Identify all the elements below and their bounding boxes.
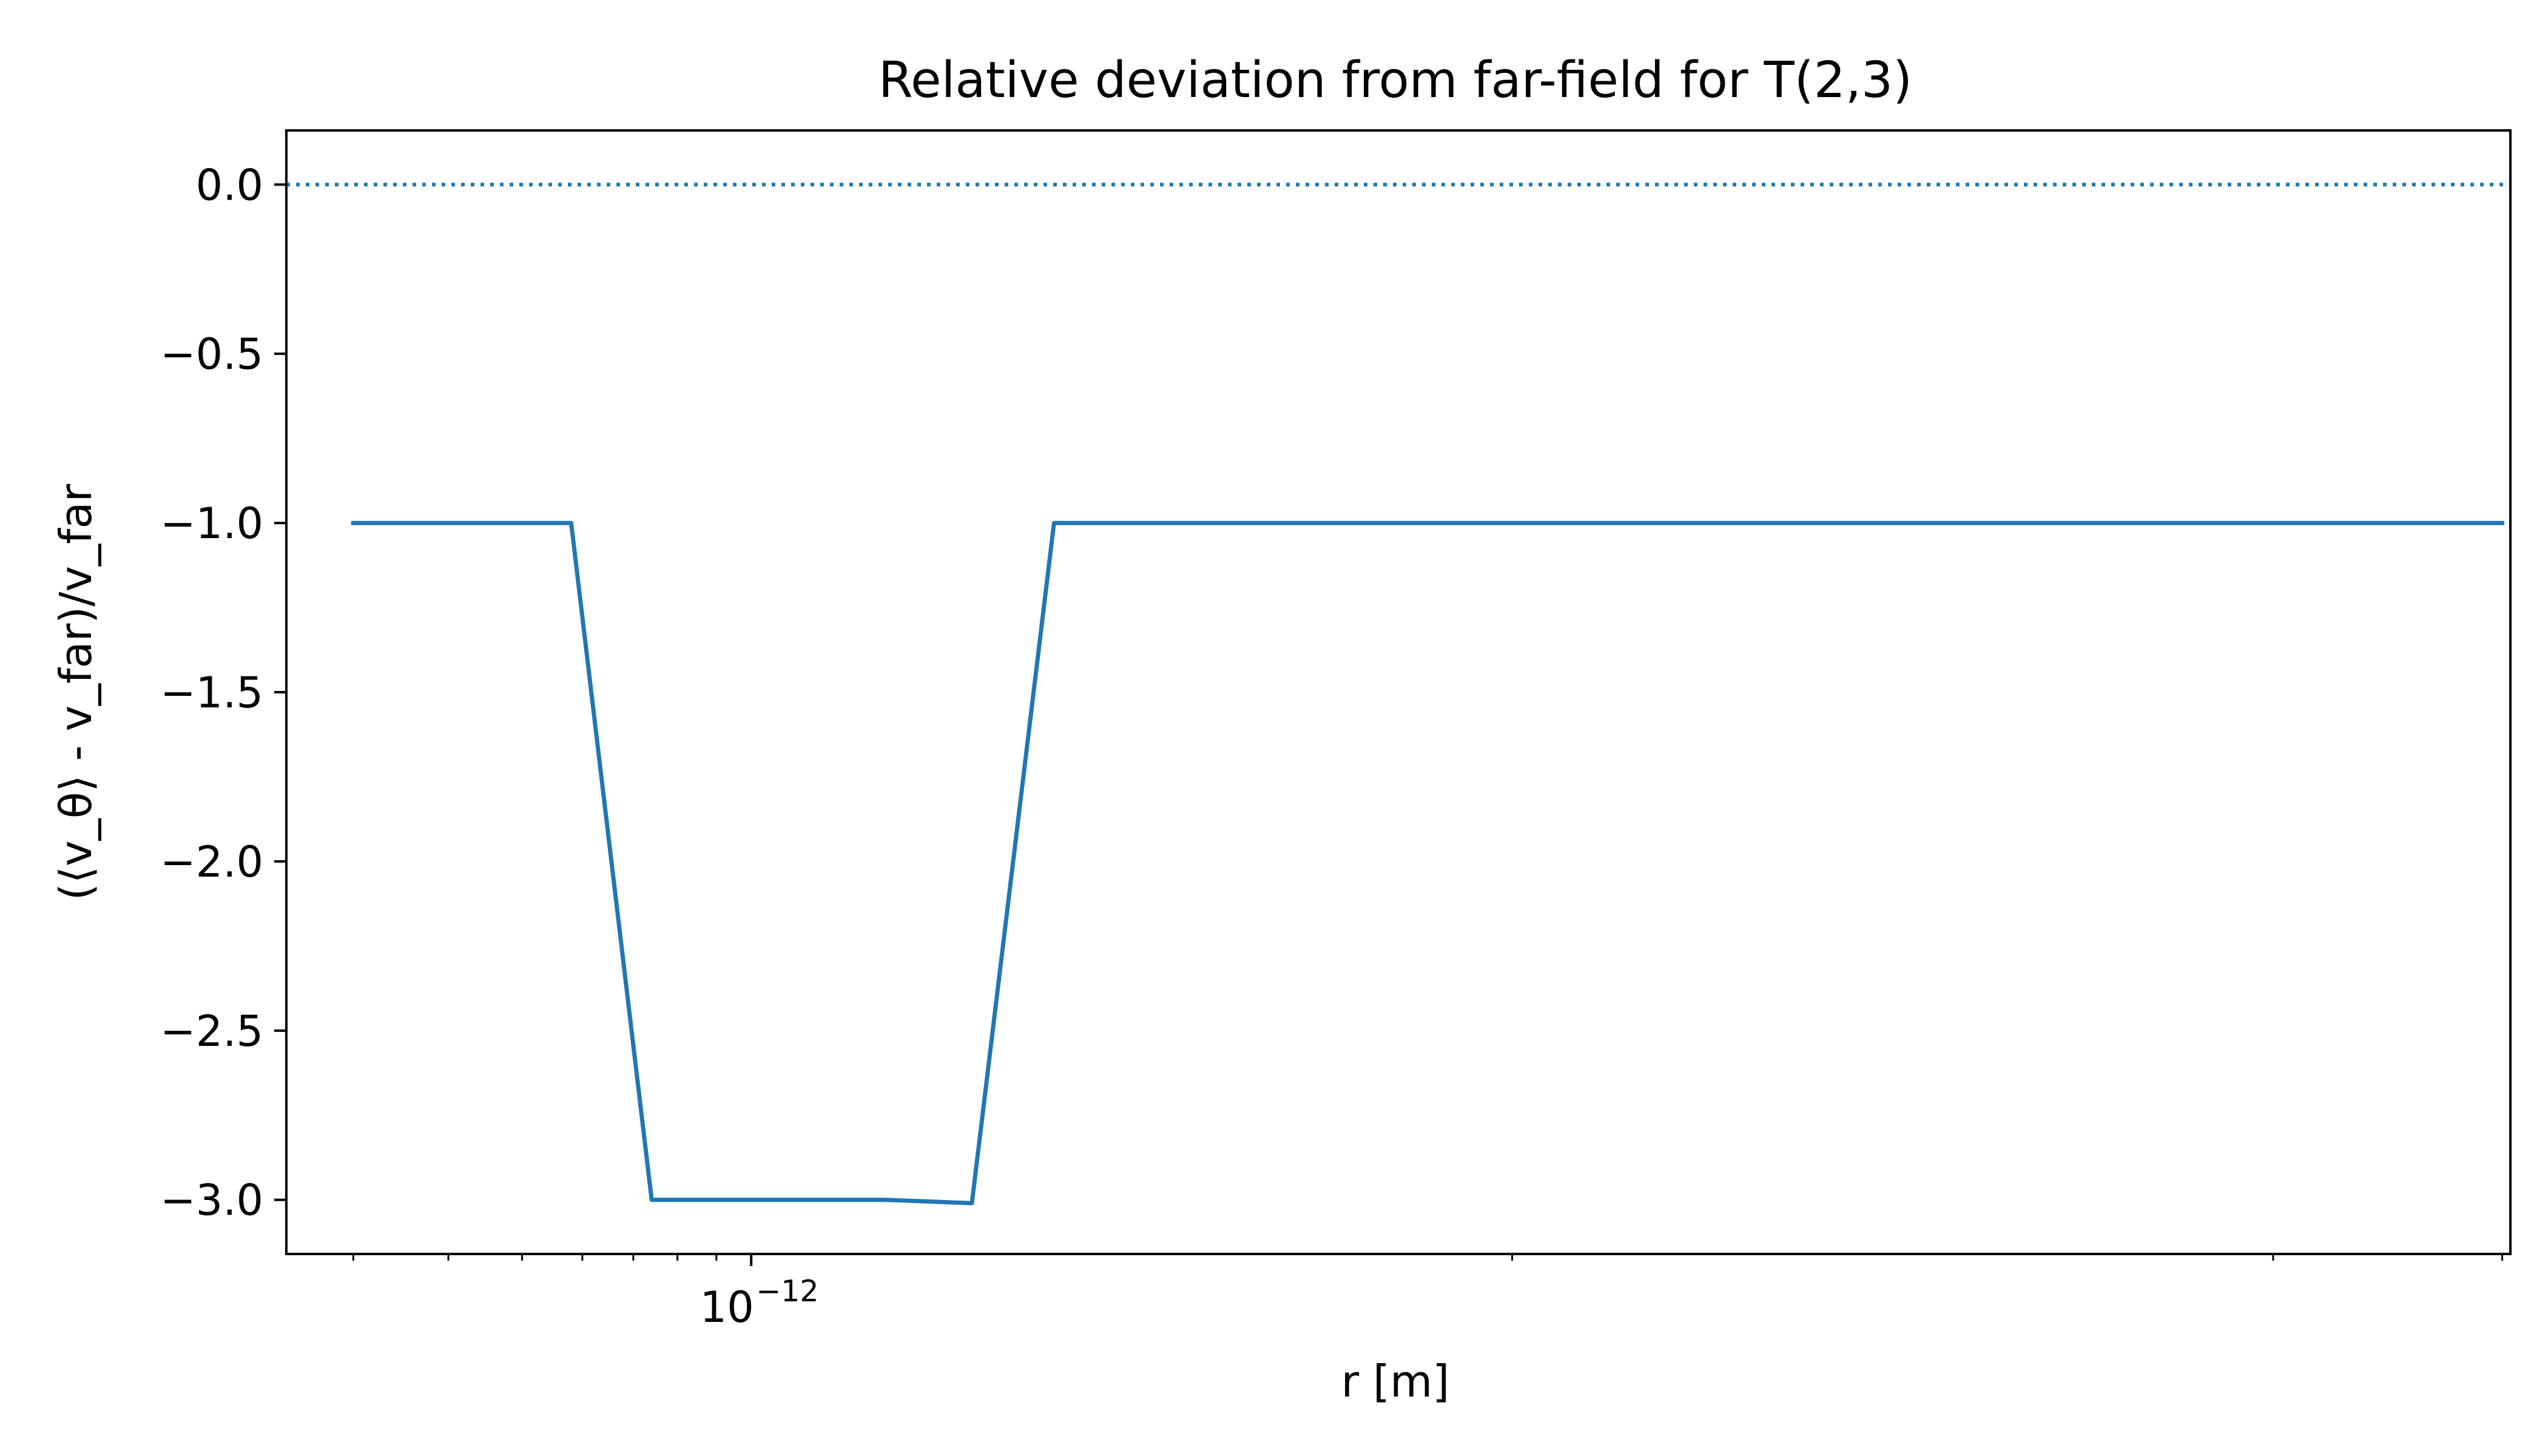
- x-tick-label: 10: [700, 1282, 754, 1332]
- chart-title: Relative deviation from far-field for T(…: [878, 52, 1912, 109]
- y-axis-label: (⟨v_θ⟩ - v_far)/v_far: [50, 484, 101, 900]
- x-axis-label: r [m]: [1341, 1356, 1450, 1407]
- y-tick-label: −1.5: [160, 668, 263, 718]
- y-tick-label: −3.0: [160, 1176, 263, 1225]
- y-tick-label: −2.5: [160, 1006, 263, 1056]
- plot-area: [286, 183, 2510, 1205]
- y-tick-label: −2.0: [160, 837, 263, 887]
- y-tick-label: 0.0: [196, 160, 263, 210]
- y-tick-label: −0.5: [160, 329, 263, 379]
- series-line-0: [351, 521, 2504, 1205]
- x-tick-exponent: −12: [756, 1274, 818, 1309]
- y-tick-label: −1.0: [160, 499, 263, 548]
- x-axis: 10 −12: [352, 1254, 2504, 1332]
- y-axis: 0.0 −0.5 −1.0 −1.5 −2.0 −2.5 −3.0: [160, 160, 286, 1225]
